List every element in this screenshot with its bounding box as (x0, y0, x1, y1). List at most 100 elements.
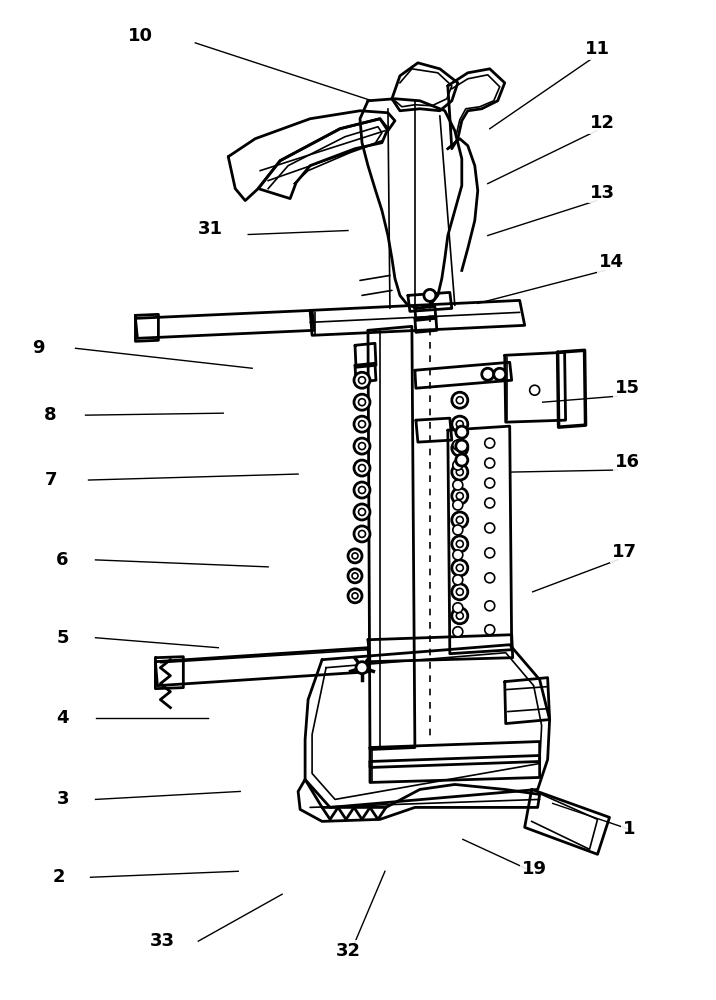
Text: 14: 14 (599, 253, 624, 271)
Polygon shape (505, 352, 566, 422)
Circle shape (359, 530, 365, 537)
Polygon shape (505, 678, 550, 724)
Circle shape (485, 458, 495, 468)
Circle shape (452, 584, 468, 600)
Circle shape (452, 608, 468, 624)
Circle shape (485, 498, 495, 508)
Circle shape (452, 440, 468, 456)
Circle shape (354, 394, 370, 410)
Circle shape (356, 662, 368, 674)
Polygon shape (355, 363, 376, 382)
Circle shape (456, 469, 463, 476)
Circle shape (354, 460, 370, 476)
Circle shape (348, 589, 362, 603)
Text: 9: 9 (32, 339, 45, 357)
Text: 13: 13 (590, 184, 615, 202)
Polygon shape (525, 789, 609, 854)
Text: 6: 6 (57, 551, 69, 569)
Polygon shape (368, 326, 415, 750)
Polygon shape (360, 99, 462, 308)
Circle shape (456, 588, 463, 595)
Text: 32: 32 (336, 942, 361, 960)
Circle shape (485, 523, 495, 533)
Polygon shape (305, 645, 550, 807)
Circle shape (453, 575, 463, 585)
Polygon shape (416, 418, 452, 442)
Circle shape (456, 516, 463, 523)
Circle shape (359, 443, 365, 450)
Polygon shape (415, 306, 436, 320)
Circle shape (530, 385, 540, 395)
Circle shape (452, 392, 468, 408)
Circle shape (452, 416, 468, 432)
Polygon shape (370, 742, 540, 767)
Polygon shape (370, 756, 540, 782)
Polygon shape (368, 635, 513, 662)
Polygon shape (415, 316, 437, 332)
Circle shape (453, 550, 463, 560)
Circle shape (352, 593, 358, 599)
Circle shape (453, 480, 463, 490)
Text: 31: 31 (198, 220, 223, 238)
Circle shape (453, 627, 463, 637)
Polygon shape (408, 292, 452, 311)
Text: 33: 33 (150, 932, 175, 950)
Circle shape (456, 426, 468, 438)
Circle shape (452, 464, 468, 480)
Circle shape (359, 487, 365, 494)
Polygon shape (135, 314, 158, 341)
Circle shape (456, 454, 468, 466)
Circle shape (485, 625, 495, 635)
Circle shape (452, 560, 468, 576)
Circle shape (452, 536, 468, 552)
Circle shape (485, 478, 495, 488)
Text: 12: 12 (590, 114, 615, 132)
Circle shape (453, 460, 463, 470)
Circle shape (354, 372, 370, 388)
Text: 15: 15 (615, 379, 640, 397)
Circle shape (485, 573, 495, 583)
Text: 19: 19 (522, 860, 547, 878)
Circle shape (456, 397, 463, 404)
Polygon shape (258, 119, 388, 199)
Circle shape (354, 482, 370, 498)
Polygon shape (135, 310, 314, 338)
Circle shape (424, 289, 436, 301)
Circle shape (354, 438, 370, 454)
Circle shape (348, 549, 362, 563)
Circle shape (354, 504, 370, 520)
Circle shape (456, 540, 463, 547)
Circle shape (452, 488, 468, 504)
Circle shape (348, 569, 362, 583)
Polygon shape (355, 343, 376, 367)
Polygon shape (310, 300, 525, 335)
Circle shape (485, 438, 495, 448)
Circle shape (453, 525, 463, 535)
Circle shape (359, 508, 365, 515)
Circle shape (354, 416, 370, 432)
Polygon shape (155, 657, 183, 689)
Text: 1: 1 (623, 820, 636, 838)
Text: 16: 16 (615, 453, 640, 471)
Polygon shape (392, 63, 458, 111)
Circle shape (485, 601, 495, 611)
Text: 3: 3 (57, 790, 69, 808)
Circle shape (452, 512, 468, 528)
Polygon shape (155, 648, 370, 686)
Polygon shape (298, 779, 540, 821)
Circle shape (485, 548, 495, 558)
Text: 17: 17 (612, 543, 637, 561)
Text: 10: 10 (128, 27, 153, 45)
Circle shape (359, 465, 365, 472)
Circle shape (453, 500, 463, 510)
Circle shape (456, 440, 468, 452)
Circle shape (359, 421, 365, 428)
Text: 8: 8 (44, 406, 57, 424)
Circle shape (456, 612, 463, 619)
Circle shape (456, 445, 463, 452)
Circle shape (354, 526, 370, 542)
Circle shape (352, 573, 358, 579)
Text: 2: 2 (52, 868, 65, 886)
Text: 4: 4 (57, 709, 69, 727)
Text: 5: 5 (57, 629, 69, 647)
